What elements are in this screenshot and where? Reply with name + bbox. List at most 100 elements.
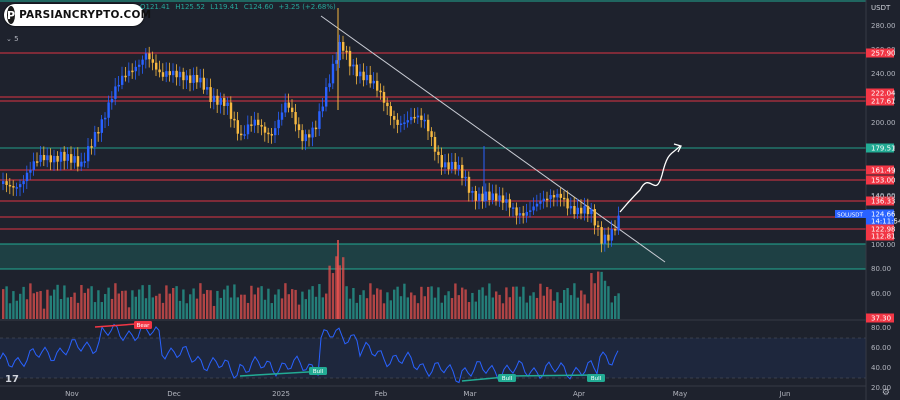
volume-bar: [189, 294, 192, 319]
volume-bar: [563, 290, 566, 319]
candle: [22, 181, 25, 185]
volume-bar: [70, 296, 73, 319]
time-label-Nov: Nov: [65, 390, 79, 398]
candle: [399, 123, 403, 125]
volume-bar: [552, 300, 556, 319]
candle: [488, 191, 491, 200]
currency-label[interactable]: USDT: [871, 4, 891, 12]
candle: [580, 207, 583, 214]
volume-bar: [15, 300, 18, 319]
volume-bar: [559, 302, 562, 319]
volume-bar: [573, 283, 576, 319]
price-tag-bg: [866, 143, 894, 153]
volume-bar: [195, 298, 199, 319]
candle: [348, 50, 352, 67]
volume-bar: [104, 294, 107, 319]
volume-bar: [257, 287, 260, 319]
candle: [498, 195, 501, 201]
candle: [359, 71, 362, 77]
bear-label: Bear: [137, 323, 151, 329]
volume-bar: [529, 295, 532, 319]
candle: [420, 115, 423, 120]
candle: [2, 181, 5, 184]
volume-bar: [505, 287, 508, 319]
volume-bar: [331, 273, 335, 319]
candle: [491, 193, 494, 200]
indicator-count: 5: [14, 35, 19, 43]
volume-bar: [399, 296, 403, 319]
candle: [386, 102, 389, 107]
volume-bar: [168, 293, 171, 319]
volume-bar: [141, 285, 144, 319]
time-label-2025: 2025: [272, 390, 290, 398]
bull-label: Bull: [591, 376, 602, 382]
volume-bar: [165, 285, 168, 319]
candle: [63, 151, 66, 161]
candle: [362, 71, 365, 81]
price-tag-179.51: 179.51: [871, 145, 896, 153]
candle: [131, 70, 134, 73]
gear-icon[interactable]: ⚙: [881, 388, 890, 398]
candle: [195, 74, 199, 83]
candle: [5, 181, 8, 185]
volume-bar: [597, 271, 600, 319]
volume-bar: [352, 287, 355, 319]
volume-bar: [328, 265, 331, 319]
volume-bar: [325, 293, 328, 319]
bull-label: Bull: [313, 369, 324, 375]
candle: [454, 161, 457, 170]
price-tag-14:11:54: 14:11:54: [871, 218, 900, 226]
symbol-tag-bg: [835, 210, 866, 218]
candle: [178, 71, 182, 78]
rsi-tick: 40.00: [871, 364, 891, 372]
candle: [365, 74, 369, 81]
candle: [413, 116, 416, 119]
price-tag-122.98: 122.98: [871, 226, 896, 234]
volume-bar: [586, 303, 590, 319]
price-tag-bg: [866, 231, 894, 241]
volume-bar: [457, 295, 460, 319]
price-tag-bg: [866, 165, 894, 175]
candle: [15, 187, 18, 189]
candle: [134, 66, 137, 72]
candle: [172, 70, 175, 76]
candle: [338, 41, 341, 61]
volume-bar: [46, 289, 49, 319]
volume-bar: [267, 288, 270, 319]
rsi-band: [0, 338, 866, 378]
candle: [597, 225, 600, 228]
bull-divergence: [504, 374, 596, 377]
volume-bar: [233, 284, 236, 319]
volume-bar: [467, 302, 471, 319]
candle: [206, 87, 209, 90]
time-label-Mar: Mar: [463, 390, 476, 398]
price-tag-153.00: 153.00: [871, 177, 896, 185]
indicator-toggle[interactable]: ⌄ 5: [6, 35, 19, 43]
candle: [461, 164, 464, 178]
candle: [321, 106, 324, 112]
candle: [267, 132, 270, 135]
trendline[interactable]: [320, 15, 666, 263]
candle: [457, 164, 460, 170]
candle: [471, 190, 474, 193]
volume-bar: [491, 297, 494, 319]
volume-bar: [539, 283, 542, 319]
volume-bar: [56, 284, 59, 319]
volume-bar: [80, 285, 83, 319]
candle: [192, 74, 195, 83]
volume-bar: [124, 290, 127, 319]
volume-bar: [481, 287, 484, 319]
price-tick: 60.00: [871, 290, 891, 298]
volume-bar: [155, 295, 158, 319]
ohlc-readout: O121.41 H125.52 L119.41 C124.60 +3.25 (+…: [140, 3, 339, 11]
candle: [522, 213, 525, 216]
candle: [287, 102, 290, 108]
volume-bar: [263, 299, 267, 319]
volume-bar: [29, 283, 32, 319]
volume-bar: [501, 303, 505, 319]
volume-bar: [131, 290, 134, 319]
volume-bar: [301, 291, 304, 319]
volume-bar: [386, 292, 389, 319]
candle: [474, 190, 477, 201]
